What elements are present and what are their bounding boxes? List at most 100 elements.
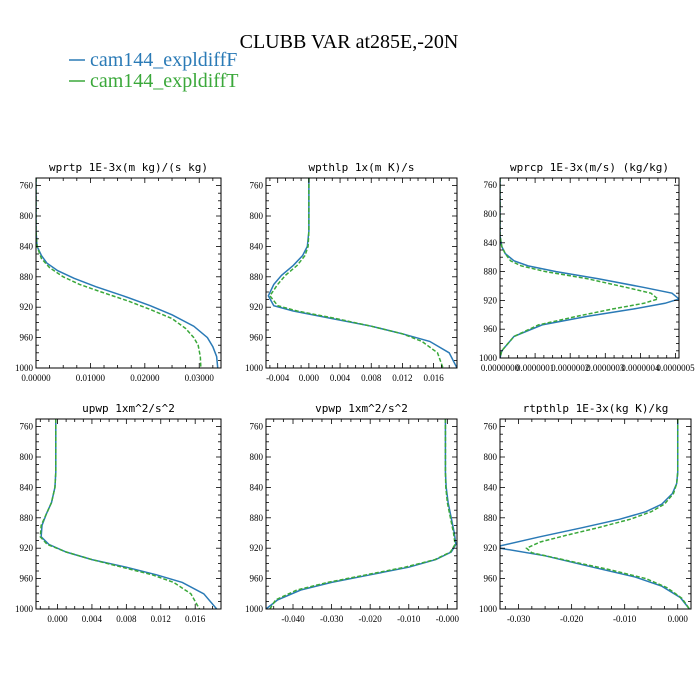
x-tick-label: -0.030 xyxy=(507,614,531,624)
series-line-0 xyxy=(500,419,690,609)
y-tick-label: 920 xyxy=(484,295,498,305)
x-tick-label: 0.0000000 xyxy=(481,363,520,373)
y-tick-label: 840 xyxy=(250,241,264,251)
series-line-0 xyxy=(267,178,457,368)
panel-0: wprtp 1E-3x(m kg)/(s kg) 760 800 840 880 920 9… xyxy=(15,161,222,383)
x-tick-label: 0.000 xyxy=(47,614,68,624)
x-tick-label: 0.016 xyxy=(185,614,206,624)
plot-frame xyxy=(499,177,680,359)
y-tick-label: 840 xyxy=(484,238,498,248)
x-tick-label: 0.02000 xyxy=(130,373,160,383)
x-tick-label: -0.020 xyxy=(359,614,383,624)
x-tick-label: 0.0000003 xyxy=(586,363,625,373)
series-line-1 xyxy=(39,419,201,609)
y-tick-label: 1000 xyxy=(245,363,264,373)
y-tick-label: 960 xyxy=(20,574,34,584)
y-tick-label: 760 xyxy=(484,422,498,432)
y-tick-label: 840 xyxy=(20,241,34,251)
y-tick-label: 800 xyxy=(250,211,264,221)
y-tick-label: 840 xyxy=(20,482,34,492)
y-tick-label: 800 xyxy=(20,211,34,221)
legend-label-1: cam144_expldiffT xyxy=(90,70,238,92)
x-tick-label: 0.004 xyxy=(82,614,103,624)
x-tick-label: 0.0000001 xyxy=(516,363,554,373)
x-tick-label: 0.0000002 xyxy=(551,363,589,373)
x-tick-label: 0.000 xyxy=(299,373,320,383)
y-tick-label: 800 xyxy=(250,452,264,462)
y-tick-label: 880 xyxy=(484,513,498,523)
y-tick-label: 960 xyxy=(250,574,264,584)
y-tick-label: 920 xyxy=(20,302,34,312)
series-line-1 xyxy=(36,178,202,368)
y-tick-label: 880 xyxy=(20,272,34,282)
y-tick-label: 920 xyxy=(250,302,264,312)
y-tick-label: 960 xyxy=(250,333,264,343)
y-tick-label: 840 xyxy=(484,482,498,492)
x-tick-label: -0.010 xyxy=(613,614,637,624)
y-tick-label: 1000 xyxy=(15,604,34,614)
x-tick-label: -0.004 xyxy=(266,373,290,383)
x-tick-label: 0.0000004 xyxy=(621,363,660,373)
panel-title: rtpthlp 1E-3x(kg K)/kg xyxy=(523,402,669,415)
figure-title: CLUBB VAR at285E,-20N xyxy=(240,31,459,53)
panel-title: wpthlp 1x(m K)/s xyxy=(309,161,415,174)
y-tick-label: 920 xyxy=(20,543,34,553)
y-tick-label: 760 xyxy=(20,422,34,432)
panel-3: upwp 1xm^2/s^2 760 800 840 880 920 960 1000 0.00… xyxy=(15,402,222,624)
x-tick-label: 0.008 xyxy=(116,614,137,624)
series-line-0 xyxy=(40,419,218,609)
panel-title: vpwp 1xm^2/s^2 xyxy=(315,402,408,415)
x-tick-label: -0.040 xyxy=(281,614,305,624)
series-line-1 xyxy=(269,419,456,609)
y-tick-label: 960 xyxy=(20,333,34,343)
series-line-1 xyxy=(268,178,444,368)
plot-frame xyxy=(35,418,222,610)
y-tick-label: 920 xyxy=(250,543,264,553)
y-tick-label: 1000 xyxy=(245,604,264,614)
legend-label-0: cam144_expldiffF xyxy=(90,49,237,71)
plot-frame xyxy=(499,418,692,610)
x-tick-label: 0.008 xyxy=(361,373,382,383)
panel-4: vpwp 1xm^2/s^2 760 800 840 880 920 960 1000 -0.0… xyxy=(245,402,459,624)
plot-frame xyxy=(35,177,222,369)
y-tick-label: 960 xyxy=(484,574,498,584)
x-tick-label: -0.000 xyxy=(436,614,460,624)
y-tick-label: 920 xyxy=(484,543,498,553)
y-tick-label: 1000 xyxy=(479,353,498,363)
y-tick-label: 880 xyxy=(250,513,264,523)
y-tick-label: 800 xyxy=(484,452,498,462)
series-line-0 xyxy=(266,419,457,609)
y-tick-label: 760 xyxy=(250,181,264,191)
x-tick-label: -0.020 xyxy=(560,614,584,624)
x-tick-label: 0.016 xyxy=(423,373,444,383)
y-tick-label: 960 xyxy=(484,324,498,334)
x-tick-label: 0.00000 xyxy=(21,373,51,383)
y-tick-label: 760 xyxy=(250,422,264,432)
x-tick-label: 0.012 xyxy=(392,373,412,383)
panel-title: wprtp 1E-3x(m kg)/(s kg) xyxy=(49,161,208,174)
panel-title: upwp 1xm^2/s^2 xyxy=(82,402,175,415)
panel-title: wprcp 1E-3x(m/s) (kg/kg) xyxy=(510,161,669,174)
plot-frame xyxy=(265,177,458,369)
y-tick-label: 1000 xyxy=(479,604,498,614)
y-tick-label: 880 xyxy=(20,513,34,523)
x-tick-label: 0.012 xyxy=(151,614,171,624)
x-tick-label: 0.004 xyxy=(330,373,351,383)
y-tick-label: 760 xyxy=(20,181,34,191)
y-tick-label: 880 xyxy=(484,267,498,277)
series-line-1 xyxy=(525,419,691,609)
plot-frame xyxy=(265,418,458,610)
y-tick-label: 840 xyxy=(250,482,264,492)
panels: wprtp 1E-3x(m kg)/(s kg) 760 800 840 880 920 9… xyxy=(15,161,695,624)
series-line-1 xyxy=(500,178,660,358)
panel-1: wpthlp 1x(m K)/s 760 800 840 880 920 960 1000-0… xyxy=(245,161,458,383)
panel-5: rtpthlp 1E-3x(kg K)/kg 760 800 840 880 920 960… xyxy=(479,402,692,624)
y-tick-label: 1000 xyxy=(15,363,34,373)
x-tick-label: 0.000 xyxy=(668,614,689,624)
y-tick-label: 880 xyxy=(250,272,264,282)
panel-2: wprcp 1E-3x(m/s) (kg/kg) 760 800 840 880 920 9… xyxy=(479,161,695,373)
y-tick-label: 760 xyxy=(484,180,498,190)
x-tick-label: -0.030 xyxy=(320,614,344,624)
